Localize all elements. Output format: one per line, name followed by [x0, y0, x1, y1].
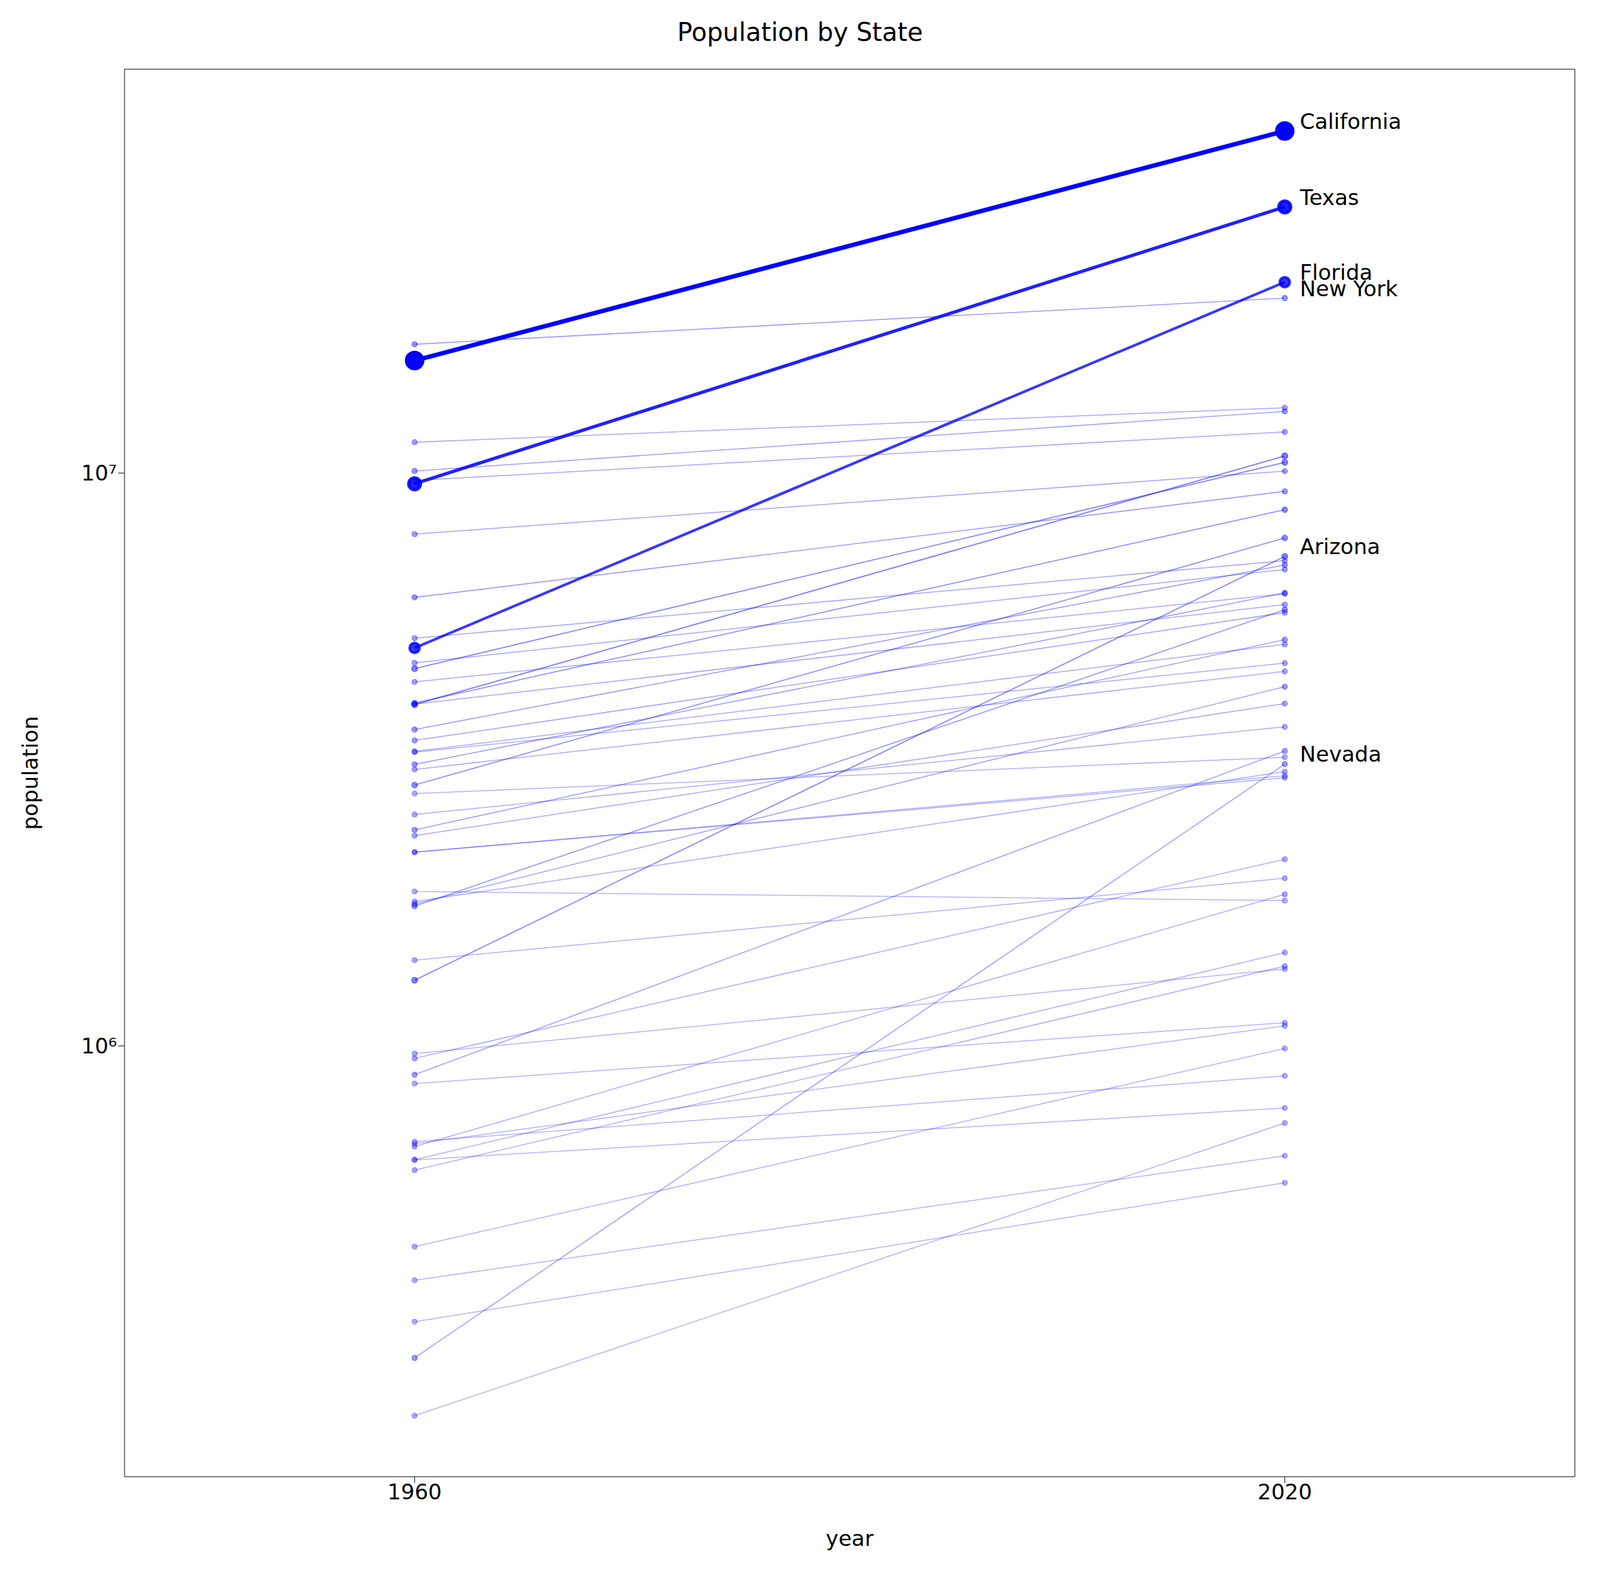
svg-text:Texas: Texas	[1299, 184, 1360, 211]
svg-text:Florida: Florida	[1300, 259, 1373, 285]
svg-text:10⁷: 10⁷	[81, 460, 117, 486]
html-text:Population by State: Population by State	[677, 17, 923, 47]
svg-text:Nevada: Nevada	[1300, 741, 1382, 767]
svg-text:California: California	[1300, 108, 1402, 134]
svg-text:population: population	[17, 716, 43, 831]
svg-text:2020: 2020	[1257, 1479, 1313, 1505]
svg-text:New York: New York	[1299, 275, 1398, 302]
svg-text:year: year	[825, 1525, 874, 1551]
svg-text:Arizona: Arizona	[1300, 533, 1381, 560]
svg-text:10⁶: 10⁶	[81, 1033, 117, 1059]
svg-text:1960: 1960	[387, 1479, 443, 1505]
